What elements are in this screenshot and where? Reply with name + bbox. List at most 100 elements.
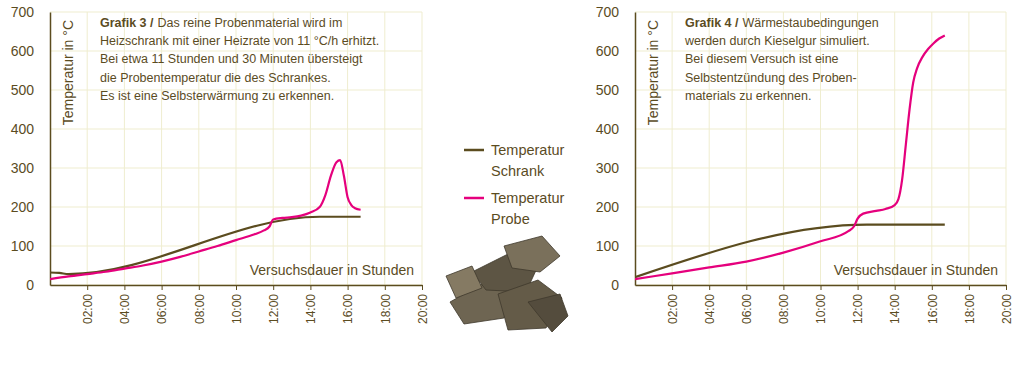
x-tick-label: 08:00 <box>777 294 791 324</box>
x-tick-label: 06:00 <box>155 294 169 324</box>
y-tick-label: 300 <box>11 160 35 176</box>
grid-line-x <box>384 12 385 285</box>
y-tick-label: 700 <box>596 4 620 20</box>
y-tick: 300 <box>11 160 50 176</box>
y-tick: 100 <box>596 238 635 254</box>
x-tick: 18:00 <box>963 285 977 324</box>
x-tick-mark <box>672 285 673 290</box>
x-tick-mark <box>422 285 423 290</box>
legend-label-line: Temperatur <box>491 190 565 206</box>
y-axis-line <box>635 13 637 286</box>
y-tick-label: 200 <box>596 199 620 215</box>
x-tick-mark <box>236 285 237 290</box>
legend-swatch <box>464 197 484 200</box>
plot-marks <box>635 35 945 279</box>
x-tick: 08:00 <box>193 285 207 324</box>
x-tick-label: 02:00 <box>81 294 95 324</box>
x-tick-label: 20:00 <box>416 294 430 324</box>
legend-swatch <box>464 149 484 152</box>
grid-line-x <box>857 12 858 285</box>
chart-panel: 010020030040050060070002:0004:0006:0008:… <box>596 4 1014 324</box>
x-tick-mark <box>348 285 349 290</box>
y-axis-line <box>50 13 52 286</box>
subtitle-line: Selbstentzündung des Proben- <box>685 71 857 85</box>
x-tick-mark <box>124 285 125 290</box>
legend-label-line: Schrank <box>491 163 545 179</box>
material-piece <box>446 266 482 298</box>
y-tick: 700 <box>596 4 635 20</box>
x-tick-mark <box>746 285 747 290</box>
y-tick: 300 <box>596 160 635 176</box>
y-axis-title: Temperatur in °C <box>645 20 661 125</box>
x-tick: 12:00 <box>267 285 281 324</box>
y-axis: 0 100 200 300 400 500 600 700 <box>11 4 51 293</box>
x-tick-mark <box>385 285 386 290</box>
chart-panel: 0 100 200 300 400 500 600 700 02:00 04:00 06:00 08:… <box>11 4 430 324</box>
x-tick-mark <box>310 285 311 290</box>
y-axis-title: Temperatur in °C <box>60 20 76 125</box>
legend-label: Temperatur Probe <box>491 190 565 227</box>
x-tick-label: 18:00 <box>379 294 393 324</box>
x-tick: 04:00 <box>703 285 717 324</box>
y-tick: 200 <box>11 199 50 215</box>
x-tick-mark <box>162 285 163 290</box>
y-tick-label: 0 <box>26 277 34 293</box>
x-tick-label: 20:00 <box>1000 294 1014 324</box>
x-axis: 02:0004:0006:0008:0010:0012:0014:0016:00… <box>636 285 1014 324</box>
x-axis: 02:00 04:00 06:00 08:00 10:00 12:00 14:00 16:00… <box>51 285 430 324</box>
x-tick-label: 04:00 <box>118 294 132 324</box>
y-tick-label: 700 <box>11 4 35 20</box>
x-tick: 14:00 <box>304 285 318 324</box>
legend-label-line: Temperatur <box>491 142 565 158</box>
y-tick-label: 100 <box>11 238 35 254</box>
title-label: Grafik 3 / <box>100 16 154 30</box>
x-tick-label: 14:00 <box>888 294 902 324</box>
x-tick: 02:00 <box>81 285 95 324</box>
chart-title: Grafik 4 /Wärmestaubedingungen <box>685 16 879 30</box>
x-tick-label: 10:00 <box>230 294 244 324</box>
grid-line-x <box>672 12 673 285</box>
x-tick-label: 06:00 <box>740 294 754 324</box>
x-tick-mark <box>87 285 88 290</box>
legend-label-line: Probe <box>491 211 530 227</box>
grid-line-x <box>931 12 932 285</box>
x-tick: 20:00 <box>1000 285 1014 324</box>
x-tick-label: 18:00 <box>963 294 977 324</box>
x-tick: 20:00 <box>416 285 430 324</box>
x-tick: 18:00 <box>379 285 393 324</box>
y-tick-label: 500 <box>11 82 35 98</box>
y-tick-label: 100 <box>596 238 620 254</box>
y-tick-label: 0 <box>611 277 619 293</box>
y-tick-label: 400 <box>11 121 35 137</box>
y-tick-label: 200 <box>11 199 35 215</box>
x-tick-label: 14:00 <box>304 294 318 324</box>
x-tick: 16:00 <box>341 285 355 324</box>
x-tick-label: 10:00 <box>814 294 828 324</box>
x-tick-mark <box>821 285 822 290</box>
subtitle-line: Bei etwa 11 Stunden und 30 Minuten übers… <box>100 52 363 66</box>
y-tick: 600 <box>11 43 50 59</box>
legend-label: Temperatur Schrank <box>491 142 565 179</box>
y-tick-label: 600 <box>596 43 620 59</box>
x-tick-mark <box>199 285 200 290</box>
grid <box>635 12 1006 285</box>
x-tick-mark <box>858 285 859 290</box>
x-tick-mark <box>783 285 784 290</box>
x-tick: 10:00 <box>230 285 244 324</box>
subtitle-line: Das reine Probenmaterial wird im <box>158 16 343 30</box>
x-tick-mark <box>895 285 896 290</box>
grid-line-x <box>968 12 969 285</box>
y-tick: 400 <box>11 121 50 137</box>
y-tick: 400 <box>596 121 635 137</box>
x-tick: 06:00 <box>740 285 754 324</box>
subtitle-line: Es ist eine Selbsterwärmung zu erkennen. <box>100 89 334 103</box>
y-tick: 200 <box>596 199 635 215</box>
x-tick-label: 12:00 <box>267 294 281 324</box>
x-tick-label: 02:00 <box>666 294 680 324</box>
x-tick: 16:00 <box>926 285 940 324</box>
title-label: Grafik 4 / <box>685 16 739 30</box>
x-tick: 02:00 <box>666 285 680 324</box>
subtitle-line: die Probentemperatur die des Schrankes. <box>100 71 331 85</box>
subtitle-line: materials zu erkennen. <box>685 89 811 103</box>
y-tick-label: 400 <box>596 121 620 137</box>
